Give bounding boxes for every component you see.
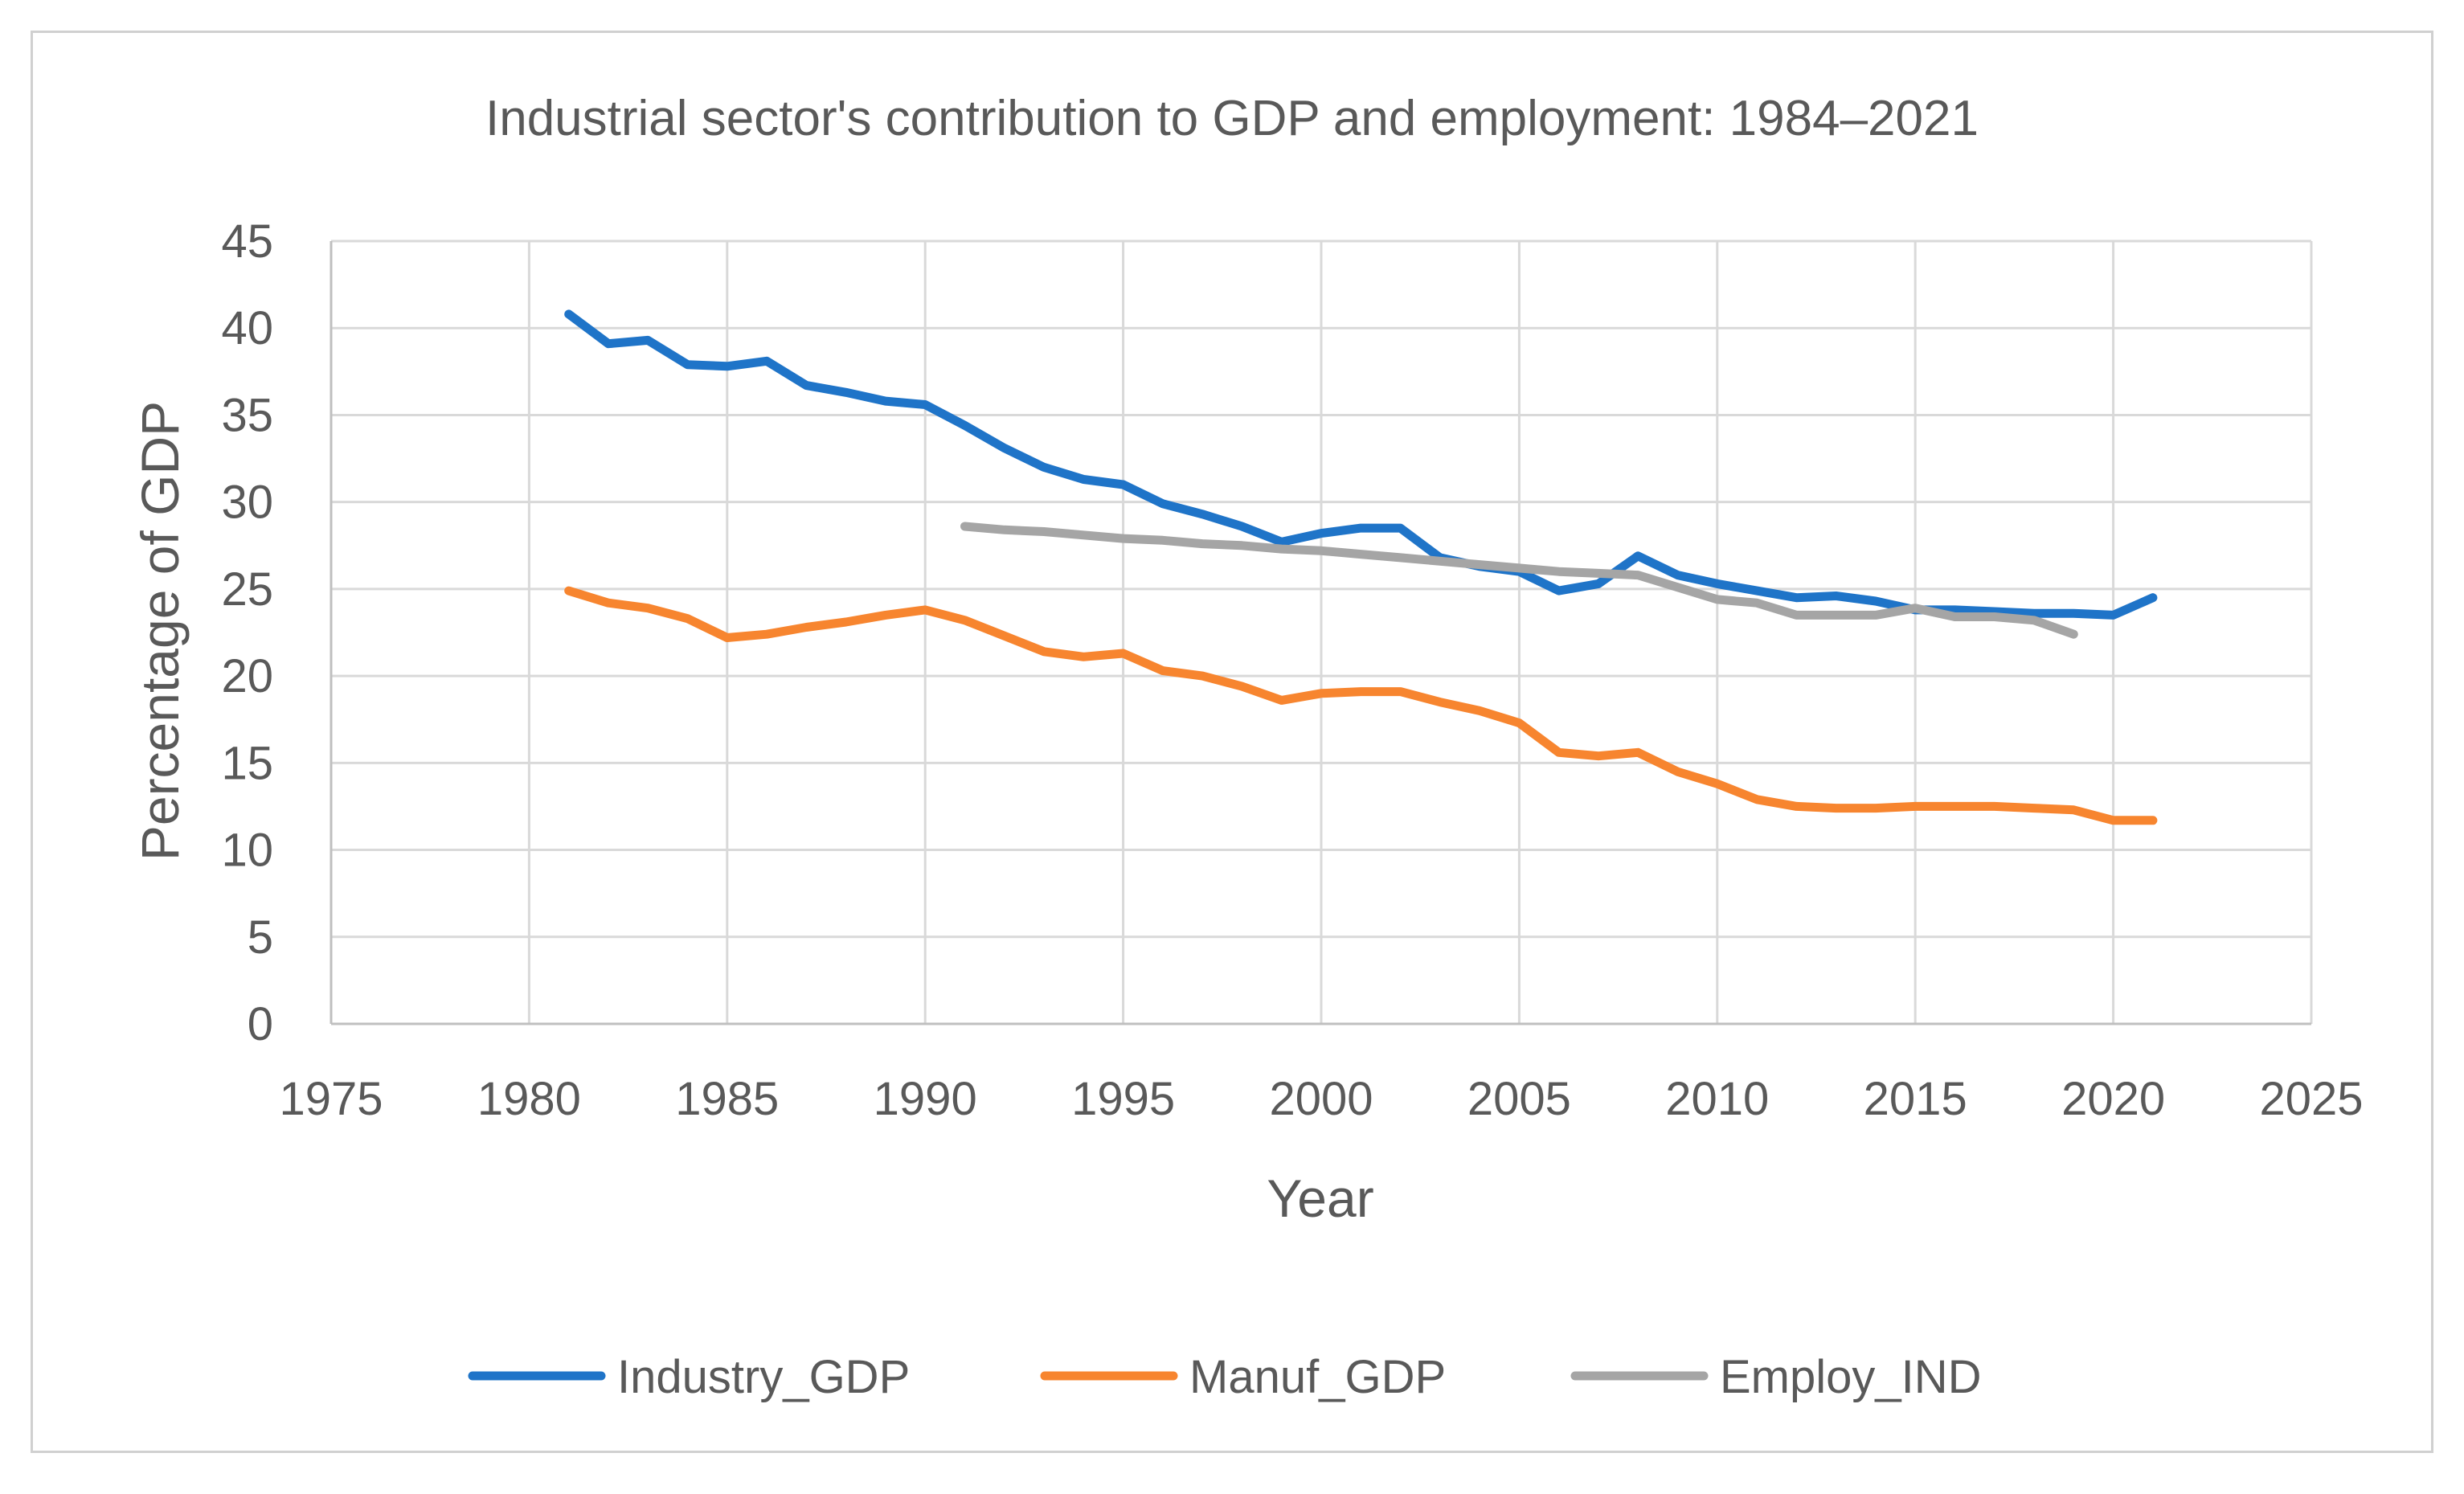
x-tick-label: 1980	[477, 1073, 581, 1125]
y-tick-labels: 0 5 10 15 20 25 30 35 40 45	[221, 215, 273, 1050]
y-tick-label: 40	[221, 302, 273, 354]
y-axis-label: Percentage of GDP	[130, 401, 190, 861]
y-tick-label: 10	[221, 825, 273, 877]
x-tick-label: 2010	[1665, 1073, 1769, 1125]
x-tick-label: 2020	[2061, 1073, 2165, 1125]
y-tick-label: 35	[221, 389, 273, 441]
y-tick-label: 25	[221, 563, 273, 616]
gridlines	[331, 239, 2313, 1024]
x-tick-label: 2015	[1864, 1073, 1967, 1125]
chart-title: Industrial sector's contribution to GDP …	[485, 91, 1979, 146]
x-tick-label: 1995	[1071, 1073, 1175, 1125]
legend-label: Industry_GDP	[617, 1351, 910, 1403]
chart-frame	[31, 31, 2433, 1453]
x-tick-label: 2005	[1467, 1073, 1571, 1125]
legend-label: Manuf_GDP	[1189, 1351, 1446, 1403]
y-tick-label: 5	[248, 911, 273, 964]
series-line-industry-gdp	[564, 309, 2158, 620]
series-lines	[564, 309, 2158, 825]
y-tick-label: 15	[221, 737, 273, 789]
x-axis-label: Year	[1267, 1169, 1373, 1228]
x-tick-label: 2000	[1269, 1073, 1373, 1125]
x-tick-label: 1990	[874, 1073, 977, 1125]
axes	[329, 241, 2311, 1025]
y-tick-label: 45	[221, 215, 273, 268]
legend-label: Employ_IND	[1720, 1351, 1982, 1403]
series-line-employ-ind	[960, 522, 2078, 639]
x-tick-label: 1975	[279, 1073, 383, 1125]
y-tick-label: 30	[221, 477, 273, 529]
x-tick-label: 2025	[2259, 1073, 2363, 1125]
series-line-manuf-gdp	[564, 586, 2158, 825]
legend: Industry_GDP Manuf_GDP Employ_IND	[468, 1351, 1982, 1403]
x-tick-label: 1985	[675, 1073, 779, 1125]
y-tick-label: 20	[221, 650, 273, 702]
x-tick-labels: 1975 1980 1985 1990 1995 2000 2005 2010 2015 2020…	[279, 1073, 2363, 1125]
y-tick-label: 0	[248, 998, 273, 1050]
